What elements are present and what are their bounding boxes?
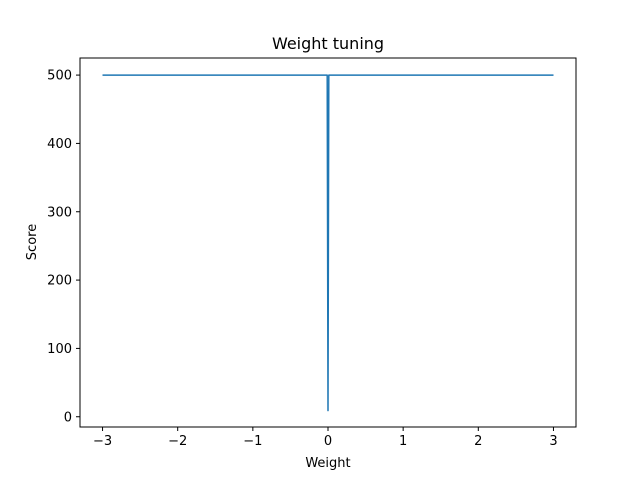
y-axis-label: Score xyxy=(25,224,40,260)
y-tick-label: 300 xyxy=(47,205,72,220)
x-axis-label: Weight xyxy=(305,456,350,471)
chart-title: Weight tuning xyxy=(272,34,384,53)
x-tick-label: −3 xyxy=(93,434,112,449)
x-tick-label: 2 xyxy=(474,434,482,449)
series-layer xyxy=(102,74,554,412)
y-tick-label: 500 xyxy=(47,69,72,84)
y-tick-label: 100 xyxy=(47,342,72,357)
x-tick-label: −2 xyxy=(168,434,187,449)
x-tick-label: −1 xyxy=(243,434,262,449)
y-tick-label: 400 xyxy=(47,137,72,152)
x-tick-label: 1 xyxy=(399,434,407,449)
axes-layer: −3 −2 −1 0 1 2 3 0 100 200 300 400 500 xyxy=(47,57,577,449)
y-tick-label: 200 xyxy=(47,274,72,289)
x-tick-label: 0 xyxy=(324,434,332,449)
x-tick-label: 3 xyxy=(549,434,557,449)
series-line-0 xyxy=(102,74,554,412)
y-tick-label: 0 xyxy=(64,410,72,425)
